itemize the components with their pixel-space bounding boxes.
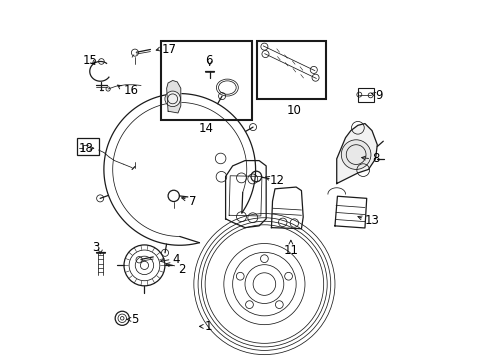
Bar xyxy=(358,88,374,102)
Text: 18: 18 xyxy=(78,142,94,155)
Bar xyxy=(257,41,326,99)
Text: 10: 10 xyxy=(287,104,302,117)
Text: 9: 9 xyxy=(375,89,383,102)
Text: 17: 17 xyxy=(162,43,177,56)
Text: 2: 2 xyxy=(178,264,186,276)
Polygon shape xyxy=(337,123,377,184)
Circle shape xyxy=(165,91,180,107)
Text: 5: 5 xyxy=(131,313,139,326)
Text: 11: 11 xyxy=(283,243,298,257)
Bar xyxy=(161,41,252,120)
Text: 8: 8 xyxy=(373,152,380,165)
Text: 15: 15 xyxy=(83,54,98,67)
Text: 1: 1 xyxy=(204,320,212,333)
Text: 14: 14 xyxy=(198,122,214,135)
Text: 6: 6 xyxy=(205,54,213,67)
Text: 4: 4 xyxy=(172,253,180,266)
Text: 13: 13 xyxy=(365,214,380,227)
Text: 3: 3 xyxy=(93,240,100,253)
Text: 7: 7 xyxy=(189,195,196,208)
Polygon shape xyxy=(167,81,181,113)
Bar xyxy=(77,138,98,155)
Circle shape xyxy=(342,140,371,170)
Text: 12: 12 xyxy=(270,174,285,186)
Text: 16: 16 xyxy=(123,84,138,96)
